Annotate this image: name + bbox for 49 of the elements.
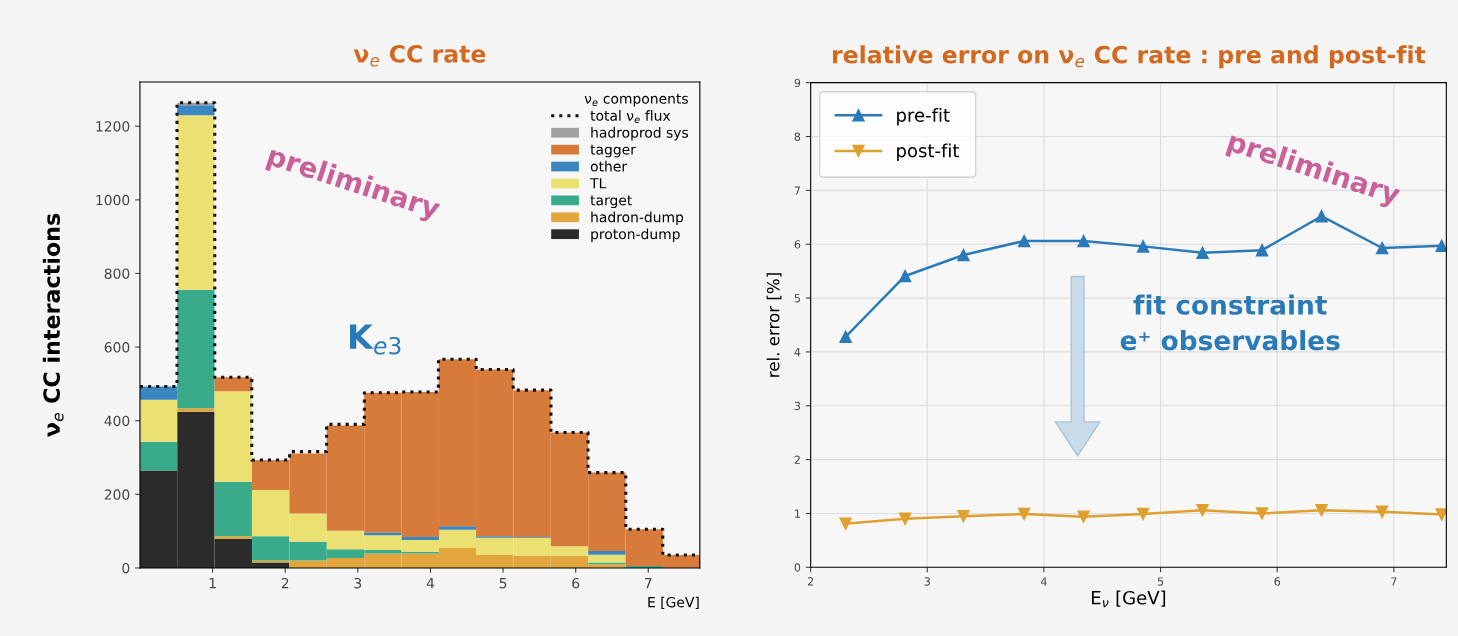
legend-label: total ν$_{e}$ flux: [590, 110, 671, 124]
x-axis-title: E$_{ν}$ [GeV]: [1091, 590, 1166, 608]
y-tick-label: 800: [104, 268, 130, 279]
y-tick-label: 8: [794, 132, 801, 141]
x-tick-label: 4: [1040, 577, 1047, 586]
legend-label: proton-dump: [591, 228, 680, 242]
legend-label: TL: [590, 178, 607, 189]
y-tick-label: 6: [794, 240, 801, 249]
y-tick-label: 3: [794, 401, 801, 411]
y-tick-label: 7: [794, 186, 800, 195]
x-axis-title: E [GeV]: [648, 596, 699, 610]
annotation: fit constraint e⁺ observables: [1120, 294, 1340, 351]
y-tick-label: 1200: [96, 121, 130, 132]
y-tick-label: 0: [794, 563, 801, 572]
legend-title: ν$_{e}$ components: [584, 93, 688, 107]
y-tick-label: 400: [104, 415, 130, 427]
x-tick-label: 5: [1157, 577, 1164, 586]
x-tick-label: 2: [807, 577, 814, 586]
legend-label: post-fit: [897, 143, 960, 161]
x-tick-label: 3: [354, 577, 362, 589]
y-axis-title: ν$_{e}$ CC interactions: [42, 213, 64, 437]
x-tick-label: 1: [209, 578, 216, 589]
legend-label: other: [590, 160, 628, 172]
chart-title: ν$_{e}$ CC rate: [353, 44, 486, 67]
legend-label: pre-fit: [897, 107, 950, 126]
y-tick-label: 1000: [96, 194, 130, 206]
x-tick-label: 2: [281, 577, 289, 589]
y-tick-label: 1: [795, 509, 800, 518]
x-tick-label: 7: [1391, 577, 1397, 586]
y-tick-label: 600: [104, 342, 130, 353]
y-axis-title: rel. error [%]: [766, 273, 782, 377]
x-tick-label: 6: [572, 577, 580, 589]
chart-title: relative error on ν$_{e}$ CC rate : pre and post-fit: [832, 45, 1426, 69]
x-tick-label: 4: [426, 578, 435, 589]
legend-label: hadroprod sys: [591, 127, 689, 141]
x-tick-label: 7: [645, 578, 652, 589]
x-tick-label: 6: [1274, 577, 1281, 586]
y-tick-label: 2: [794, 455, 800, 464]
legend-label: target: [590, 195, 632, 209]
y-tick-label: 9: [794, 78, 801, 88]
annotation: K$_{e3}$: [350, 324, 401, 355]
y-tick-label: 5: [794, 294, 800, 303]
x-tick-label: 5: [499, 578, 507, 589]
y-tick-label: 4: [794, 348, 801, 357]
y-tick-label: 0: [122, 562, 130, 574]
y-tick-label: 200: [104, 489, 130, 500]
legend-label: tagger: [590, 144, 636, 158]
legend-label: hadron-dump: [591, 211, 684, 226]
x-tick-label: 3: [924, 577, 930, 586]
